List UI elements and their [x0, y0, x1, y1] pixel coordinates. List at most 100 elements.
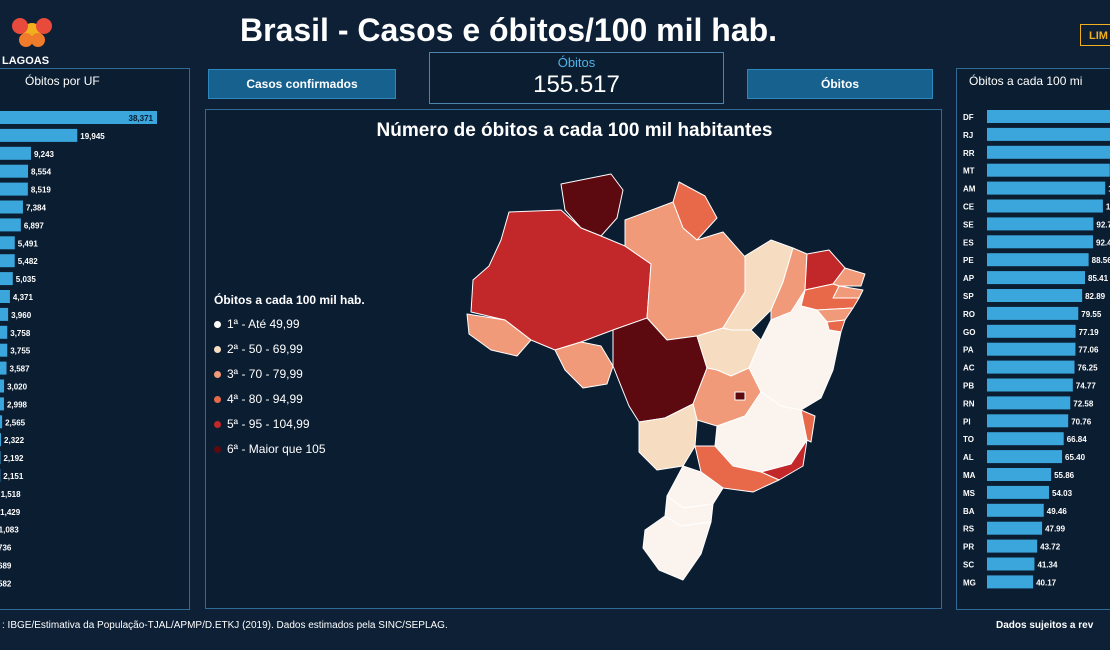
deaths-by-uf-value: 8,554 — [31, 168, 52, 177]
deaths-per-100k-bar[interactable] — [987, 271, 1086, 285]
legend-item[interactable]: 4ª - 80 - 94,99 — [214, 392, 365, 406]
deaths-per-100k-bar[interactable] — [987, 324, 1076, 338]
deaths-by-uf-value: 19,945 — [80, 132, 105, 141]
legend-item[interactable]: 6ª - Maior que 105 — [214, 442, 365, 456]
deaths-per-100k-value: 79.55 — [1081, 310, 1102, 319]
cases-confirmed-button[interactable]: Casos confirmados — [208, 69, 396, 99]
deaths-by-uf-bar[interactable] — [0, 236, 15, 250]
deaths-per-100k-category: RO — [963, 310, 975, 319]
deaths-by-uf-value: 6,897 — [24, 221, 45, 230]
deaths-per-100k-category: RN — [963, 399, 975, 408]
deaths-by-uf-bar[interactable] — [0, 128, 78, 142]
deaths-by-uf-bar[interactable] — [0, 290, 10, 303]
deaths-per-100k-bar[interactable] — [987, 360, 1075, 374]
deaths-per-100k-bar[interactable] — [987, 110, 1110, 123]
deaths-by-uf-bar[interactable] — [0, 307, 9, 321]
deaths-per-100k-title: Óbitos a cada 100 mi — [969, 74, 1083, 88]
deaths-per-100k-category: AL — [963, 453, 974, 462]
deaths-by-uf-bar[interactable] — [0, 200, 23, 214]
state-ma[interactable] — [722, 239, 794, 331]
legend-label: 1ª - Até 49,99 — [227, 317, 300, 331]
deaths-per-100k-bar[interactable] — [987, 253, 1089, 267]
deaths-by-uf-value: 7,384 — [26, 204, 47, 213]
deaths-per-100k-bar[interactable] — [987, 217, 1094, 231]
deaths-per-100k-bar[interactable] — [987, 432, 1064, 446]
deaths-per-100k-bar[interactable] — [987, 503, 1044, 517]
state-ro[interactable] — [554, 341, 614, 389]
deaths-per-100k-bar[interactable] — [987, 235, 1094, 249]
deaths-by-uf-bar[interactable] — [0, 182, 28, 196]
deaths-by-uf-bar[interactable] — [0, 397, 4, 411]
deaths-per-100k-bar[interactable] — [987, 485, 1050, 499]
deaths-per-100k-bar[interactable] — [987, 468, 1052, 481]
deaths-per-100k-bar[interactable] — [987, 557, 1035, 571]
deaths-per-100k-category: SP — [963, 292, 974, 301]
deaths-per-100k-category: AM — [963, 185, 976, 194]
state-ac[interactable] — [466, 313, 532, 357]
state-es[interactable] — [800, 409, 816, 443]
deaths-by-uf-bar[interactable] — [0, 146, 31, 160]
deaths-per-100k-bar[interactable] — [987, 396, 1071, 410]
footer-source: : IBGE/Estimativa da População-TJAL/APMP… — [2, 620, 448, 631]
deaths-per-100k-category: MG — [963, 578, 976, 587]
deaths-per-100k-value: 10 — [1106, 203, 1110, 212]
legend-item[interactable]: 2ª - 50 - 69,99 — [214, 342, 365, 356]
deaths-per-100k-bar[interactable] — [987, 181, 1106, 195]
deaths-by-uf-value: 3,020 — [7, 383, 28, 392]
kpi-value: 155.517 — [533, 71, 620, 98]
legend-dot — [214, 445, 221, 453]
deaths-per-100k-bar[interactable] — [987, 414, 1069, 428]
deaths-per-100k-value: 77.19 — [1079, 328, 1100, 337]
legend-item[interactable]: 3ª - 70 - 79,99 — [214, 367, 365, 381]
deaths-per-100k-bar[interactable] — [987, 575, 1034, 589]
deaths-per-100k-bar[interactable] — [987, 342, 1076, 356]
deaths-per-100k-bar[interactable] — [987, 289, 1083, 302]
state-rr[interactable] — [560, 173, 624, 237]
deaths-per-100k-category: RJ — [963, 131, 973, 140]
deaths-by-uf-value: 2,322 — [4, 436, 25, 445]
deaths-per-100k-bar[interactable] — [987, 378, 1073, 392]
deaths-per-100k-category: AC — [963, 364, 975, 373]
deaths-per-100k-value: 74.77 — [1076, 382, 1097, 391]
legend-item[interactable]: 1ª - Até 49,99 — [214, 317, 365, 331]
deaths-per-100k-category: SC — [963, 561, 974, 570]
deaths-per-100k-bar[interactable] — [987, 306, 1079, 320]
deaths-by-uf-bar[interactable] — [0, 343, 8, 357]
deaths-button[interactable]: Óbitos — [747, 69, 933, 99]
deaths-by-uf-bar[interactable] — [0, 433, 2, 447]
deaths-by-uf-bar[interactable] — [0, 415, 3, 429]
deaths-per-100k-category: RS — [963, 525, 975, 534]
deaths-per-100k-category: MA — [963, 471, 976, 480]
deaths-per-100k-bar[interactable] — [987, 127, 1110, 141]
deaths-by-uf-bar[interactable] — [0, 164, 29, 178]
deaths-by-uf-bar[interactable] — [0, 325, 8, 339]
deaths-per-100k-bar[interactable] — [987, 521, 1043, 535]
deaths-by-uf-bar[interactable] — [0, 111, 157, 124]
deaths-per-100k-bar[interactable] — [987, 539, 1038, 553]
deaths-by-uf-bar[interactable] — [0, 218, 21, 232]
deaths-per-100k-bar[interactable] — [987, 450, 1063, 464]
deaths-per-100k-bar[interactable] — [987, 199, 1103, 213]
state-go[interactable] — [692, 367, 762, 427]
brazil-choropleth-map[interactable] — [461, 170, 891, 590]
deaths-by-uf-bar[interactable] — [0, 254, 15, 268]
deaths-by-uf-bar[interactable] — [0, 379, 5, 393]
deaths-by-uf-value: 582 — [0, 579, 12, 588]
deaths-by-uf-value: 5,482 — [18, 257, 39, 266]
deaths-by-uf-value: 2,192 — [3, 454, 24, 463]
deaths-per-100k-category: PR — [963, 543, 974, 552]
legend-item[interactable]: 5ª - 95 - 104,99 — [214, 417, 365, 431]
state-rn[interactable] — [832, 267, 866, 287]
state-rs[interactable] — [642, 515, 712, 581]
deaths-per-100k-category: RR — [963, 149, 975, 158]
deaths-per-100k-bar[interactable] — [987, 163, 1110, 177]
deaths-per-100k-value: 1 — [1108, 185, 1110, 194]
deaths-by-uf-bar[interactable] — [0, 361, 7, 375]
state-df[interactable] — [734, 391, 746, 401]
legend-title: Óbitos a cada 100 mil hab. — [214, 293, 365, 307]
deaths-per-100k-bar[interactable] — [987, 145, 1110, 159]
deaths-by-uf-bar[interactable] — [0, 272, 13, 286]
clear-filters-button[interactable]: LIM — [1080, 24, 1110, 46]
deaths-per-100k-category: TO — [963, 435, 974, 444]
deaths-by-uf-value: 3,755 — [10, 347, 31, 356]
